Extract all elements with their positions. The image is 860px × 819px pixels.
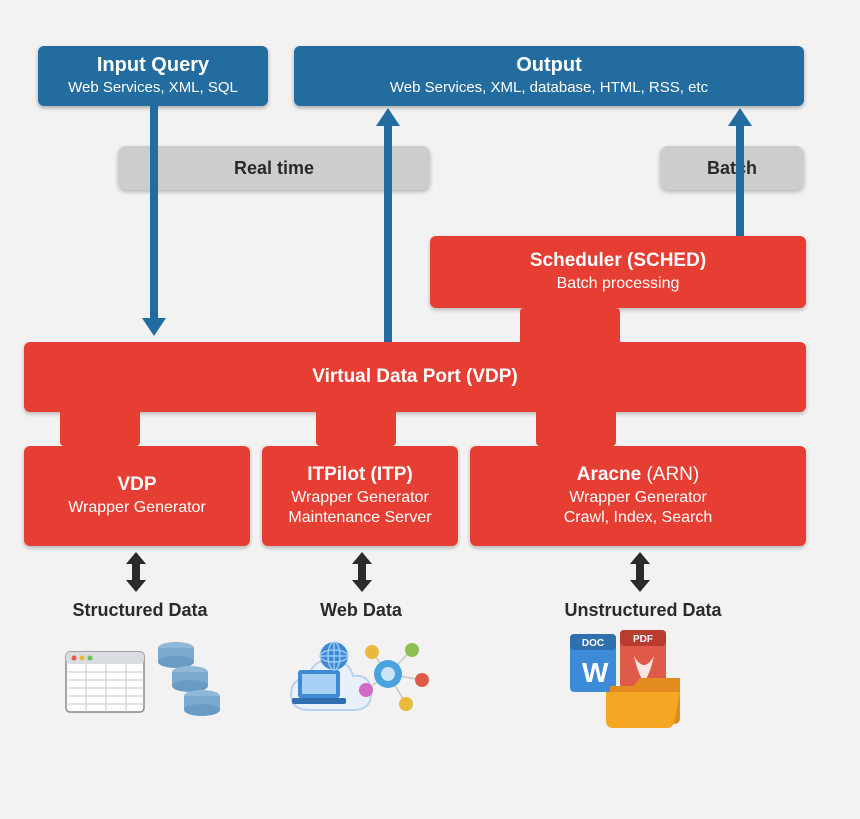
arrowhead-input-down <box>142 318 166 336</box>
batch-label: Batch <box>707 158 757 179</box>
structured-data-label: Structured Data <box>60 600 220 621</box>
unstructured-data-icon: DOC W PDF <box>560 630 720 730</box>
dbl-arrow-structured <box>118 552 154 599</box>
itpilot-sub2: Maintenance Server <box>288 508 431 529</box>
unstructured-data-label: Unstructured Data <box>548 600 738 621</box>
svg-text:W: W <box>582 657 609 688</box>
scheduler-sub: Batch processing <box>557 274 680 295</box>
scheduler-box: Scheduler (SCHED) Batch processing <box>430 236 806 308</box>
input-query-sub: Web Services, XML, SQL <box>50 79 256 96</box>
batch-box: Batch <box>660 146 804 190</box>
output-title: Output <box>306 54 792 77</box>
input-query-box: Input Query Web Services, XML, SQL <box>38 46 268 106</box>
vdp-main-title: Virtual Data Port (VDP) <box>312 365 518 390</box>
itpilot-title: ITPilot (ITP) <box>307 463 413 488</box>
vdp-main-box: Virtual Data Port (VDP) <box>24 342 806 412</box>
tab-scheduler-vdp <box>520 308 620 342</box>
svg-text:DOC: DOC <box>582 638 604 649</box>
vdp-gen-sub: Wrapper Generator <box>68 498 206 519</box>
aracne-sub1: Wrapper Generator <box>569 488 707 509</box>
structured-data-icon <box>62 630 222 730</box>
arrowhead-batch-up <box>728 108 752 126</box>
vdp-gen-box: VDP Wrapper Generator <box>24 446 250 546</box>
tab-vdp-mid <box>316 412 396 446</box>
aracne-title: Aracne (ARN) <box>577 463 699 488</box>
dbl-arrow-web <box>344 552 380 599</box>
arrow-batch-up <box>736 124 744 236</box>
output-box: Output Web Services, XML, database, HTML… <box>294 46 804 106</box>
web-data-label: Web Data <box>286 600 436 621</box>
svg-text:PDF: PDF <box>633 634 653 645</box>
real-time-label: Real time <box>234 158 314 179</box>
dbl-arrow-unstructured <box>622 552 658 599</box>
input-query-title: Input Query <box>50 54 256 77</box>
vdp-gen-title: VDP <box>117 473 156 498</box>
scheduler-title: Scheduler (SCHED) <box>530 249 706 274</box>
aracne-box: Aracne (ARN) Wrapper Generator Crawl, In… <box>470 446 806 546</box>
arrow-input-down <box>150 104 158 320</box>
tab-vdp-left <box>60 412 140 446</box>
aracne-sub2: Crawl, Index, Search <box>564 508 713 529</box>
output-sub: Web Services, XML, database, HTML, RSS, … <box>306 79 792 96</box>
tab-vdp-right <box>536 412 616 446</box>
itpilot-sub1: Wrapper Generator <box>291 488 429 509</box>
arrow-realtime-up <box>384 124 392 342</box>
web-data-icon <box>284 630 444 730</box>
arrowhead-realtime-up <box>376 108 400 126</box>
itpilot-box: ITPilot (ITP) Wrapper Generator Maintena… <box>262 446 458 546</box>
